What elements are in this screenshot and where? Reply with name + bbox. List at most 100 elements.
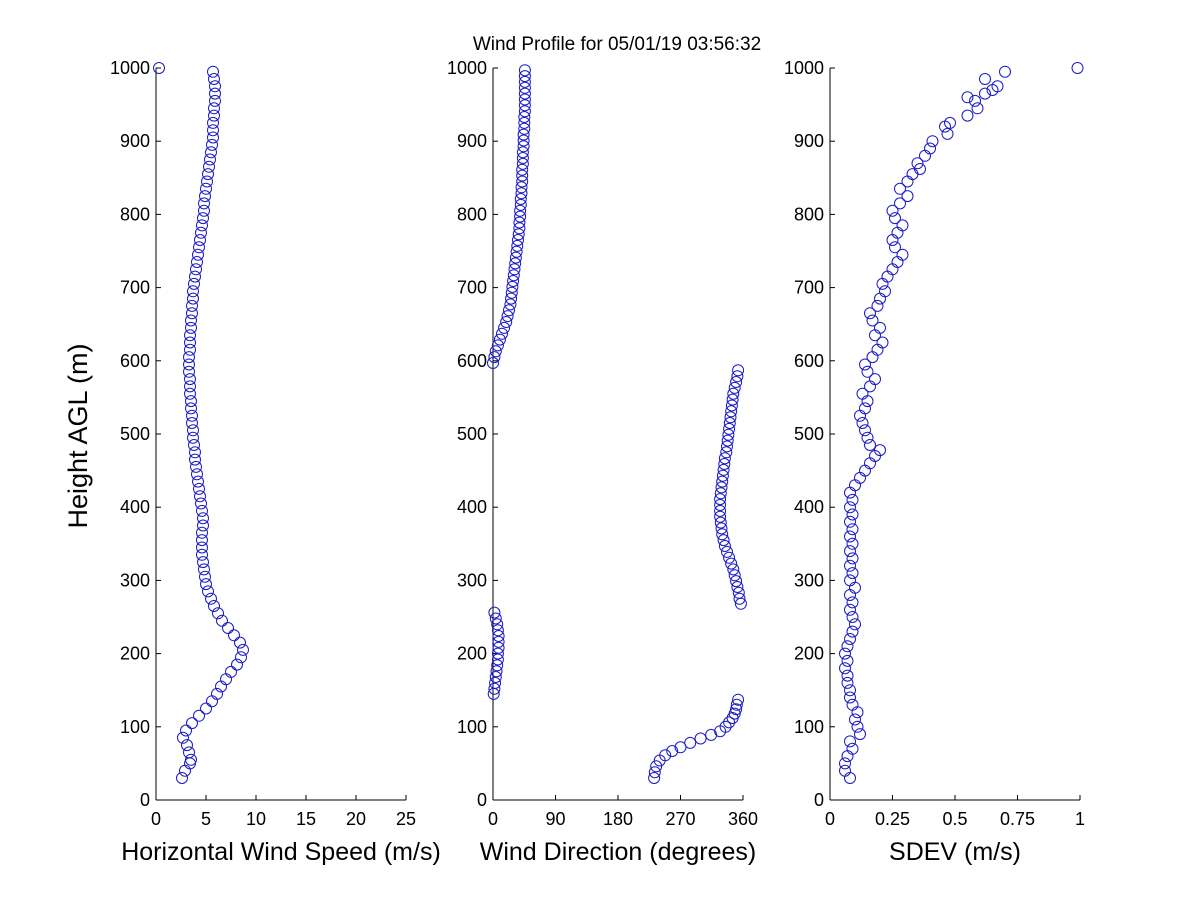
data-point (869, 373, 881, 386)
data-point (194, 234, 206, 246)
data-point (196, 504, 208, 517)
data-point (876, 277, 889, 290)
data-point (498, 321, 511, 334)
data-point (185, 395, 197, 408)
data-point (846, 698, 859, 711)
data-point (208, 102, 220, 115)
data-point (715, 522, 728, 535)
data-point (846, 596, 859, 609)
data-point (849, 713, 861, 726)
data-point (724, 411, 737, 424)
data-point (666, 745, 679, 757)
data-point (197, 212, 209, 225)
data-point (195, 497, 207, 510)
data-series-speed (153, 62, 249, 784)
y-tick-label: 300 (794, 570, 824, 590)
data-point (518, 111, 531, 123)
data-point (196, 219, 208, 232)
data-point (849, 581, 861, 594)
data-point (886, 263, 899, 276)
data-point (719, 720, 732, 733)
data-point (228, 629, 240, 642)
data-point (500, 316, 513, 328)
data-point (518, 87, 531, 100)
data-point (718, 540, 731, 552)
data-point (732, 586, 745, 599)
data-point (196, 541, 208, 554)
data-point (191, 256, 203, 268)
data-point (732, 693, 745, 706)
data-point (716, 528, 729, 541)
data-point (518, 99, 531, 112)
data-point (851, 720, 864, 733)
y-tick-label: 900 (120, 131, 150, 151)
data-point (201, 175, 213, 188)
data-point (181, 739, 193, 752)
data-point (187, 424, 199, 437)
data-point (184, 343, 196, 356)
data-point (841, 640, 854, 653)
data-point (180, 724, 192, 737)
data-point (871, 343, 884, 356)
subplot-sdev: 0 100 200 300 400 500 600 700 800 900 1000 0 0.25 0.5… (784, 58, 1085, 866)
data-point (944, 116, 956, 129)
data-point (694, 732, 707, 745)
data-point (901, 190, 914, 203)
data-point (183, 365, 195, 378)
data-point (184, 336, 196, 349)
data-point (717, 534, 730, 547)
data-point (730, 698, 743, 711)
x-tick-label: 360 (728, 809, 758, 829)
y-tick-label: 400 (457, 497, 487, 517)
data-point (505, 286, 518, 299)
data-point (512, 234, 524, 246)
data-point (514, 210, 527, 223)
y-tick-label: 0 (814, 790, 824, 810)
data-point (864, 439, 876, 451)
data-point (199, 190, 211, 203)
data-point (869, 329, 881, 342)
data-point (866, 314, 879, 327)
y-tick-label: 100 (120, 717, 150, 737)
data-point (196, 526, 208, 539)
data-point (188, 277, 200, 290)
x-tick-label: 90 (545, 809, 565, 829)
y-tick-label: 0 (140, 790, 150, 810)
data-point (844, 684, 856, 697)
data-point (506, 280, 519, 293)
x-tick-label: 0.75 (1000, 809, 1035, 829)
data-point (841, 750, 854, 763)
data-point (733, 592, 746, 605)
x-tick-label: 20 (346, 809, 366, 829)
data-point (177, 731, 189, 744)
data-point (516, 146, 529, 159)
data-point (714, 499, 727, 511)
data-point (866, 351, 879, 364)
data-point (716, 475, 729, 488)
y-tick-label: 800 (457, 204, 487, 224)
data-point (518, 81, 531, 94)
x-tick-label: 25 (396, 809, 416, 829)
data-point (208, 73, 220, 85)
data-point (889, 241, 901, 254)
y-tick-label: 0 (477, 790, 487, 810)
data-point (518, 70, 531, 83)
data-point (648, 766, 661, 779)
data-point (183, 358, 195, 371)
data-point (961, 109, 974, 122)
data-point (491, 339, 504, 352)
x-tick-label: 5 (201, 809, 211, 829)
data-point (727, 387, 740, 400)
data-point (225, 665, 237, 678)
data-point (192, 248, 204, 261)
data-point (723, 551, 736, 564)
data-point (718, 452, 731, 465)
data-point (516, 157, 529, 170)
data-point (886, 234, 899, 246)
data-point (508, 263, 521, 276)
data-point (209, 80, 221, 93)
data-point (491, 653, 504, 666)
data-point (209, 87, 221, 100)
data-point (190, 263, 202, 276)
